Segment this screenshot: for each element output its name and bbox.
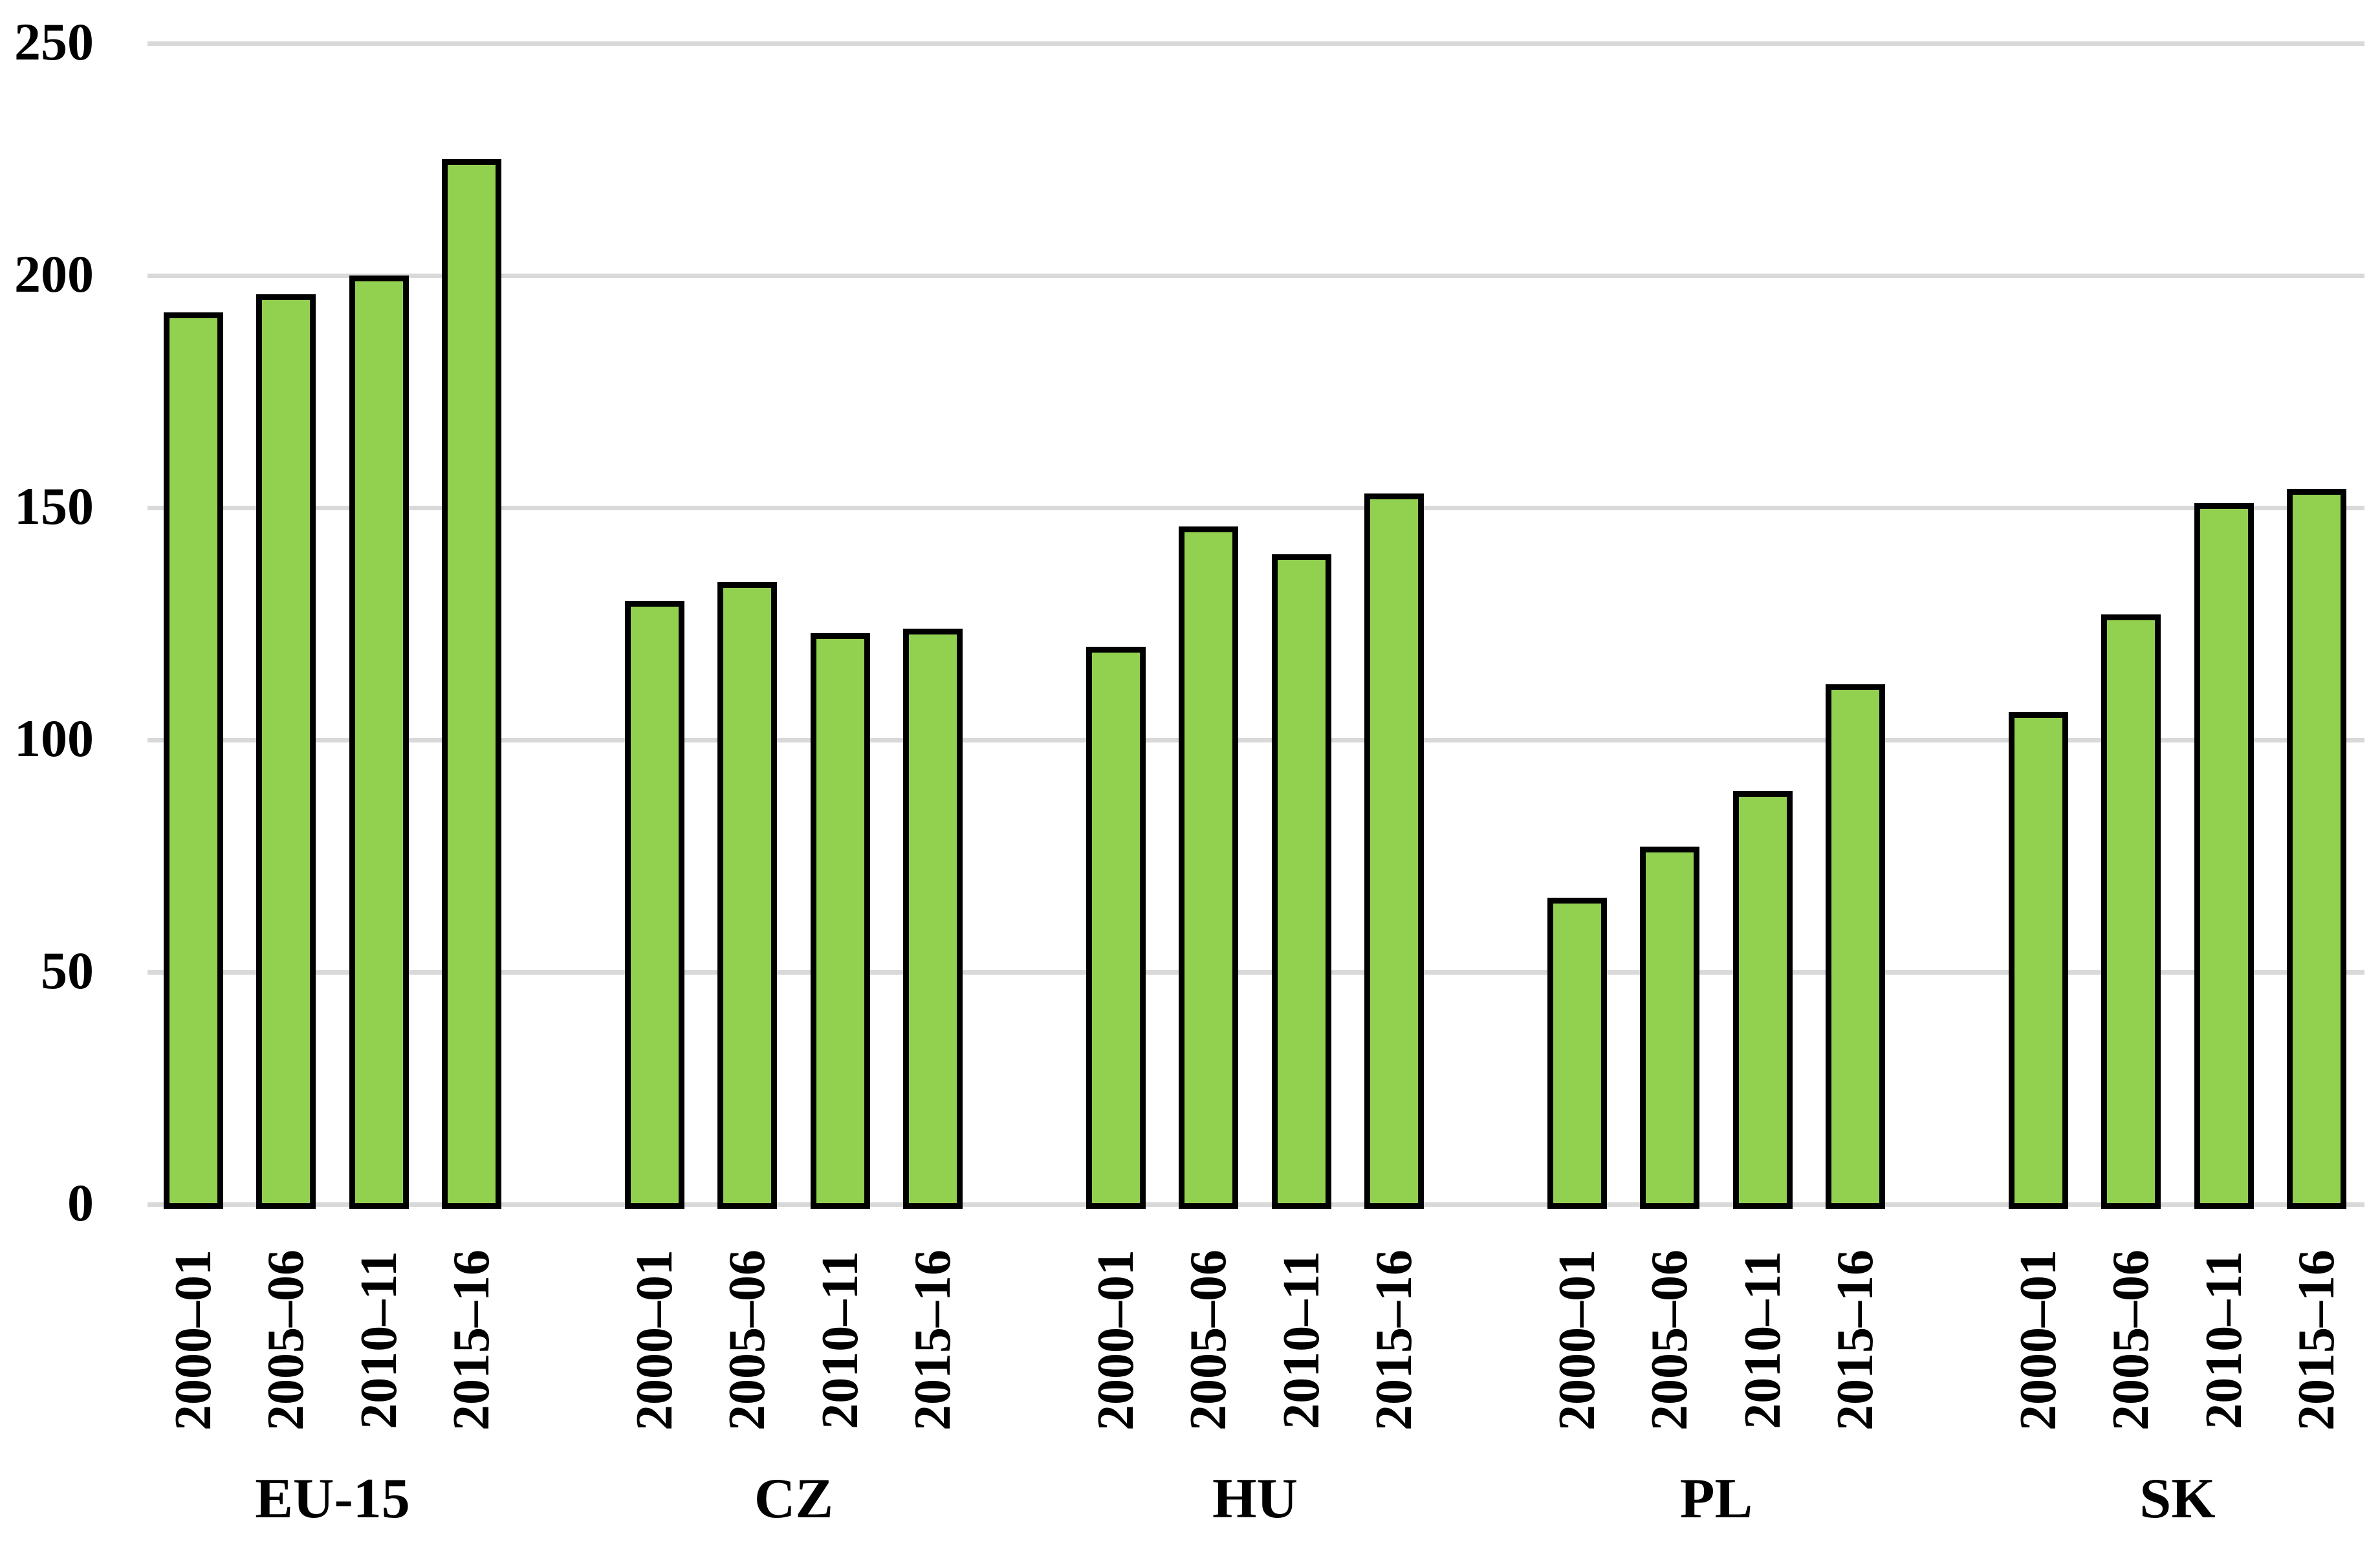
- bar-SK-2010–11: [2194, 503, 2254, 1209]
- x-axis-tick-label-HU-2005–06: 2005–06: [1180, 1250, 1237, 1431]
- bar-EU-15-2005–06: [256, 294, 316, 1209]
- bar-EU-15-2010–11: [349, 276, 409, 1209]
- y-axis-tick-label-150: 150: [14, 477, 94, 536]
- x-axis-tick-label-PL-2000–01: 2000–01: [1549, 1250, 1606, 1431]
- x-axis-tick-label-PL-2015–16: 2015–16: [1827, 1250, 1884, 1431]
- bar-PL-2015–16: [1826, 684, 1885, 1209]
- group-label-SK: SK: [2139, 1468, 2216, 1530]
- x-axis-tick-label-SK-2000–01: 2000–01: [2010, 1250, 2067, 1431]
- bar-EU-15-2015–16: [442, 159, 501, 1209]
- bar-PL-2010–11: [1733, 791, 1793, 1209]
- y-axis-tick-label-250: 250: [14, 12, 94, 71]
- bar-HU-2010–11: [1272, 554, 1331, 1209]
- bar-SK-2000–01: [2009, 712, 2068, 1209]
- group-label-EU-15: EU-15: [255, 1468, 410, 1530]
- bar-SK-2005–06: [2101, 614, 2161, 1209]
- x-axis-tick-label-SK-2010–11: 2010–11: [2196, 1251, 2253, 1429]
- bar-PL-2000–01: [1547, 898, 1607, 1209]
- x-axis-tick-label-HU-2000–01: 2000–01: [1087, 1250, 1144, 1431]
- gridline-100: [147, 738, 2364, 742]
- group-label-PL: PL: [1679, 1468, 1753, 1530]
- bar-CZ-2000–01: [625, 601, 684, 1209]
- x-axis-tick-label-EU-15-2000–01: 2000–01: [165, 1250, 222, 1431]
- group-label-CZ: CZ: [754, 1468, 834, 1530]
- y-axis-tick-label-0: 0: [67, 1173, 94, 1232]
- x-axis-tick-label-HU-2010–11: 2010–11: [1273, 1251, 1330, 1429]
- gridline-150: [147, 506, 2364, 510]
- x-axis-tick-label-SK-2005–06: 2005–06: [2102, 1250, 2159, 1431]
- y-axis-tick-label-100: 100: [14, 709, 94, 768]
- bar-CZ-2015–16: [903, 629, 963, 1209]
- bar-SK-2015–16: [2287, 489, 2346, 1209]
- bar-CZ-2005–06: [717, 582, 777, 1209]
- bar-HU-2015–16: [1364, 493, 1424, 1209]
- x-axis-tick-label-EU-15-2015–16: 2015–16: [443, 1250, 500, 1431]
- x-axis-tick-label-CZ-2010–11: 2010–11: [812, 1251, 869, 1429]
- bar-HU-2000–01: [1086, 647, 1146, 1209]
- x-axis-tick-label-CZ-2000–01: 2000–01: [626, 1250, 683, 1431]
- x-axis-tick-label-EU-15-2005–06: 2005–06: [257, 1250, 314, 1431]
- group-label-HU: HU: [1212, 1468, 1298, 1530]
- bar-HU-2005–06: [1179, 526, 1238, 1209]
- gridline-200: [147, 274, 2364, 278]
- y-axis-tick-label-50: 50: [41, 941, 94, 1000]
- x-axis-tick-label-CZ-2015–16: 2015–16: [904, 1250, 961, 1431]
- gridline-250: [147, 41, 2364, 46]
- x-axis-tick-label-CZ-2005–06: 2005–06: [719, 1250, 776, 1431]
- x-axis-tick-label-EU-15-2010–11: 2010–11: [351, 1251, 408, 1429]
- gridline-0: [147, 1202, 2364, 1207]
- gridline-50: [147, 970, 2364, 975]
- x-axis-tick-label-HU-2015–16: 2015–16: [1366, 1250, 1423, 1431]
- x-axis-tick-label-PL-2010–11: 2010–11: [1734, 1251, 1791, 1429]
- bar-PL-2005–06: [1640, 847, 1699, 1209]
- x-axis-tick-label-SK-2015–16: 2015–16: [2288, 1250, 2345, 1431]
- bar-EU-15-2000–01: [164, 312, 223, 1209]
- y-axis-tick-label-200: 200: [14, 244, 94, 303]
- x-axis-tick-label-PL-2005–06: 2005–06: [1641, 1250, 1698, 1431]
- bar-CZ-2010–11: [811, 633, 870, 1209]
